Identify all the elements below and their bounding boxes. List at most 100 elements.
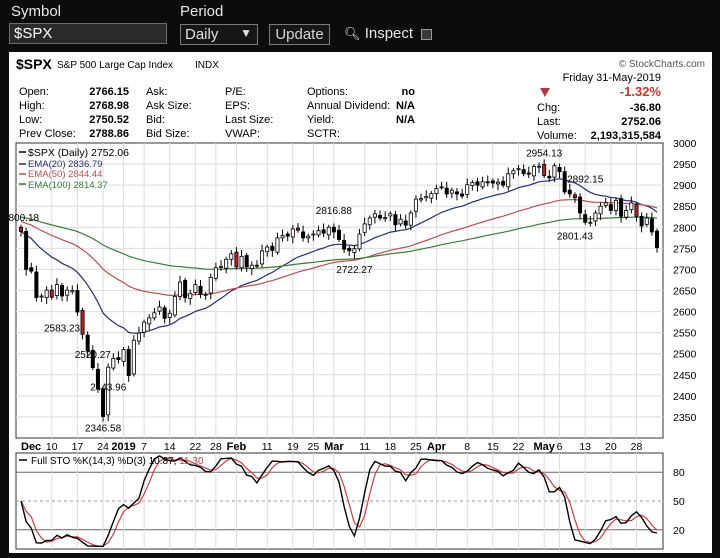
- y-tick-label: 2950: [673, 159, 697, 171]
- header-name: S&P 500 Large Cap Index: [57, 60, 173, 71]
- x-tick-label: 18: [384, 441, 396, 453]
- candle-body: [542, 164, 547, 176]
- candle-body: [249, 264, 254, 269]
- candle: [44, 286, 49, 304]
- x-tick-label: 25: [410, 441, 422, 453]
- candle-body: [106, 366, 111, 416]
- candle: [90, 345, 95, 371]
- candle: [572, 192, 577, 203]
- candle: [644, 212, 649, 227]
- price-annotation: 2892.15: [567, 174, 604, 185]
- candle-body: [367, 217, 372, 226]
- candle-body: [131, 339, 136, 375]
- candle: [213, 262, 218, 281]
- candle: [136, 326, 141, 345]
- header-symbol: $SPX: [16, 56, 52, 72]
- candle-body: [526, 172, 531, 175]
- candle: [639, 212, 644, 233]
- candlesticks: [18, 159, 660, 422]
- price-annotation: 2801.43: [557, 232, 594, 243]
- inspect-toggle[interactable]: 🔍︎ Inspect: [344, 25, 433, 42]
- candle: [490, 178, 495, 189]
- candle: [203, 291, 208, 300]
- candle-body: [588, 221, 593, 224]
- ema100-line: [20, 216, 658, 270]
- candle-body: [639, 215, 644, 227]
- chart-svg: $SPX S&P 500 Large Cap Index INDX © Stoc…: [3, 56, 705, 550]
- low-value: 2750.52: [89, 114, 129, 126]
- candle: [629, 196, 634, 214]
- candle-body: [18, 226, 23, 232]
- ask-label: Ask:: [146, 86, 167, 98]
- candle-body: [101, 388, 106, 417]
- candle-body: [552, 165, 557, 178]
- legend-ema100: EMA(100) 2814.37: [28, 180, 108, 191]
- candle: [454, 188, 459, 201]
- x-tick-label: 13: [579, 441, 591, 453]
- candle-body: [408, 212, 413, 226]
- candle-body: [60, 285, 65, 297]
- candle: [147, 314, 152, 331]
- candle-body: [39, 295, 44, 298]
- candle: [285, 231, 290, 242]
- candle: [372, 210, 377, 224]
- candle: [352, 244, 357, 259]
- candle: [408, 210, 413, 231]
- candle-body: [434, 188, 439, 194]
- period-value: Daily: [185, 26, 219, 43]
- candle: [342, 234, 347, 253]
- candle: [193, 279, 198, 296]
- options-label: Options:: [307, 86, 348, 98]
- candle-body: [485, 181, 490, 184]
- x-tick-label: 22: [513, 441, 525, 453]
- candle: [295, 223, 300, 233]
- header-exchange: INDX: [195, 60, 219, 71]
- candle: [593, 210, 598, 227]
- candle-body: [398, 218, 403, 225]
- candle-body: [439, 186, 444, 189]
- inspect-checkbox[interactable]: [421, 28, 433, 40]
- x-tick-label: 14: [164, 441, 176, 453]
- prev-close-label: Prev Close:: [19, 128, 76, 140]
- last-value: 2752.06: [621, 116, 661, 128]
- options-value: no: [402, 86, 416, 98]
- candle: [280, 229, 285, 242]
- candle-body: [321, 229, 326, 234]
- candle: [367, 215, 372, 230]
- candle: [424, 190, 429, 202]
- symbol-input[interactable]: [9, 23, 167, 44]
- candle: [567, 183, 572, 198]
- candle: [480, 176, 485, 190]
- update-button[interactable]: Update: [269, 24, 330, 45]
- candle: [229, 250, 234, 266]
- candle-body: [655, 230, 660, 248]
- candle: [501, 176, 506, 188]
- candle: [249, 261, 254, 275]
- candle: [265, 244, 270, 257]
- candle: [326, 224, 331, 240]
- candle: [316, 225, 321, 238]
- candle: [506, 167, 511, 191]
- ema50-line: [20, 198, 658, 296]
- candle-body: [49, 289, 54, 298]
- candle-body: [352, 248, 357, 253]
- candle: [24, 227, 29, 276]
- candle: [142, 319, 147, 338]
- candle-body: [413, 198, 418, 212]
- candle: [465, 178, 470, 199]
- candle: [495, 178, 500, 191]
- candle: [439, 181, 444, 190]
- y-tick-label: 2550: [673, 328, 697, 340]
- candle-body: [188, 293, 193, 299]
- legend-ema50: EMA(50) 2844.44: [28, 169, 102, 180]
- candle: [362, 217, 367, 237]
- candle-body: [34, 271, 39, 299]
- candle: [552, 163, 557, 183]
- y-tick-label: 2650: [673, 286, 697, 298]
- x-tick-label: 28: [631, 441, 643, 453]
- volume-label: Volume:: [537, 130, 577, 142]
- legend-sto-d: 11.30: [179, 456, 204, 467]
- brand-logo: © StockCharts.com: [619, 59, 705, 70]
- candle: [85, 331, 90, 358]
- period-select[interactable]: Daily ▼: [180, 24, 258, 45]
